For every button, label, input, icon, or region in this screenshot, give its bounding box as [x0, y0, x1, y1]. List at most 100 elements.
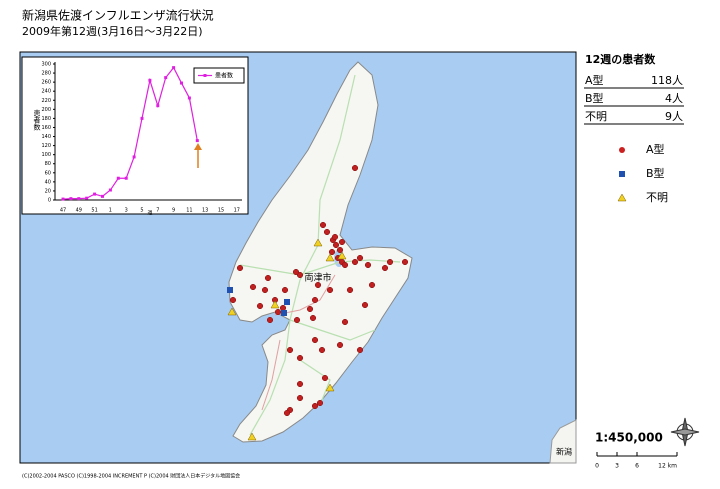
y-axis-label: 患者数 [33, 109, 41, 132]
x-tick-label: 11 [186, 208, 192, 214]
scale-label: 12 km [658, 463, 677, 470]
case-a [338, 238, 346, 246]
case-a [332, 241, 340, 249]
point [116, 176, 120, 180]
row-label: B型 [585, 91, 604, 105]
y-tick-label: 280 [41, 71, 51, 77]
case-a [309, 314, 317, 322]
x-tick-label: 13 [202, 208, 208, 214]
point [69, 197, 73, 201]
title: 新潟県佐渡インフルエンザ流行状況 [22, 8, 214, 23]
case-b [227, 287, 233, 293]
y-tick-label: 200 [41, 107, 51, 113]
legend-marker [203, 74, 207, 77]
case-a [249, 283, 257, 291]
point [140, 116, 144, 120]
case-a [266, 316, 274, 324]
point [132, 155, 136, 159]
case-unknown [325, 383, 335, 392]
case-a [341, 318, 349, 326]
case-a [351, 164, 359, 172]
case-a [356, 254, 364, 262]
y-tick-label: 240 [41, 89, 51, 95]
case-a [311, 402, 319, 410]
case-a [336, 246, 344, 254]
point [93, 192, 97, 196]
point [85, 196, 89, 200]
arrow-head [194, 143, 202, 150]
x-tick-label: 1 [109, 208, 112, 214]
case-unknown [270, 300, 280, 309]
y-tick-label: 220 [41, 98, 51, 104]
x-axis-label: 週 [147, 210, 152, 217]
case-a [279, 304, 287, 312]
y-tick-label: 40 [45, 179, 51, 185]
scale-label: 6 [635, 463, 639, 470]
point [156, 104, 160, 108]
case-a [296, 380, 304, 388]
roads [239, 74, 401, 436]
case-a [296, 271, 304, 279]
row-label: 不明 [585, 110, 607, 123]
point [180, 81, 183, 85]
case-a [274, 308, 282, 316]
x-tick-label: 15 [218, 208, 224, 214]
y-tick-label: 60 [45, 170, 51, 176]
row-value: 118人 [651, 74, 683, 87]
map-label: 両津市 [304, 272, 331, 284]
roads-red [261, 274, 336, 411]
case-a [326, 286, 334, 294]
mainland [549, 419, 577, 464]
row-value: 9人 [665, 110, 683, 123]
case-a [401, 258, 409, 266]
case-a [264, 274, 272, 282]
case-a [316, 399, 324, 407]
legend-box [193, 67, 245, 84]
y-tick-label: 0 [48, 198, 51, 204]
y-tick-label: 140 [41, 134, 51, 140]
case-a [296, 394, 304, 402]
scale-label: 3 [615, 463, 619, 470]
case-unknown [337, 251, 347, 260]
case-a [261, 286, 269, 294]
case-a [331, 233, 339, 241]
case-b [284, 299, 290, 305]
case-a [311, 336, 319, 344]
case-unknown [247, 432, 257, 441]
x-tick-label: 7 [156, 208, 159, 214]
case-a [314, 281, 322, 289]
case-a [319, 221, 327, 229]
scale: 1:450,000 [595, 431, 663, 445]
point [61, 197, 65, 201]
y-tick-label: 80 [45, 161, 51, 167]
legend-label: 不明 [646, 191, 668, 204]
case-a [381, 264, 389, 272]
case-a [356, 346, 364, 354]
y-tick-label: 260 [41, 80, 51, 86]
x-tick-label: 3 [125, 208, 128, 214]
case-a [311, 296, 319, 304]
case-a [293, 316, 301, 324]
y-tick-label: 160 [41, 125, 51, 131]
legend-symbol [619, 147, 625, 153]
x-tick-label: 9 [172, 208, 175, 214]
y-tick-label: 20 [45, 188, 51, 194]
x-tick-label: 5 [140, 208, 143, 214]
case-a [286, 346, 294, 354]
y-tick-label: 100 [41, 152, 51, 158]
legend-label: 患者数 [215, 72, 233, 80]
y-tick-label: 300 [41, 62, 51, 68]
case-a [283, 409, 291, 417]
subtitle: 2009年第12週(3月16日～3月22日) [22, 24, 203, 38]
case-a [341, 261, 349, 269]
point [195, 139, 199, 143]
case-a [336, 341, 344, 349]
x-tick-label: 17 [234, 208, 240, 214]
footer: (C)2002-2004 PASCO (C)1998-2004 INCREMEN… [22, 473, 240, 480]
case-a [292, 268, 300, 276]
point [101, 194, 104, 198]
case-a [229, 296, 237, 304]
x-tick-label: 51 [91, 208, 97, 214]
